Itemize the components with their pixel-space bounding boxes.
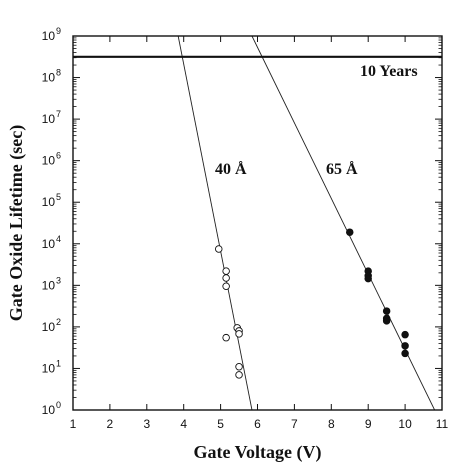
plot-frame — [72, 35, 443, 411]
x-tick-label: 6 — [254, 417, 261, 431]
y-tick-label: 10 — [42, 29, 56, 43]
point-40a — [222, 267, 230, 275]
point-40a — [222, 274, 230, 282]
data-points — [215, 228, 409, 379]
point-40a — [215, 245, 223, 253]
y-tick-exponent: 3 — [56, 275, 61, 285]
y-tick-label: 10 — [42, 403, 56, 417]
point-65a — [401, 349, 409, 358]
y-tick-exponent: 5 — [56, 192, 61, 202]
y-tick-label: 10 — [42, 320, 56, 334]
y-tick-exponent: 0 — [56, 400, 61, 410]
x-tick-label: 2 — [107, 417, 114, 431]
x-tick-label: 4 — [180, 417, 187, 431]
labels: Gate Voltage (V) Gate Oxide Lifetime (se… — [6, 63, 418, 463]
point-65a — [382, 317, 391, 325]
point-40a — [235, 362, 243, 371]
point-65a — [401, 342, 409, 350]
x-tick-label: 10 — [398, 417, 412, 431]
y-tick-exponent: 2 — [56, 317, 61, 327]
y-tick-label: 10 — [42, 154, 56, 168]
x-tick-label: 8 — [328, 417, 335, 431]
y-tick-label: 10 — [42, 237, 56, 251]
y-tick-label: 10 — [42, 278, 56, 292]
y-tick-exponent: 7 — [56, 109, 61, 119]
x-tick-label: 7 — [291, 417, 298, 431]
y-tick-exponent: 8 — [56, 68, 61, 78]
point-40a — [235, 330, 243, 338]
axes — [72, 35, 443, 411]
y-tick-label: 10 — [42, 195, 56, 209]
point-65a — [401, 330, 409, 339]
x-tick-label: 5 — [217, 417, 224, 431]
y-axis-title: Gate Oxide Lifetime (sec) — [6, 125, 27, 321]
x-axis-title: Gate Voltage (V) — [194, 442, 322, 463]
point-65a — [346, 228, 354, 236]
y-tick-exponent: 9 — [56, 26, 61, 36]
point-65a — [382, 307, 391, 315]
point-65a — [364, 274, 372, 283]
series-label-65a: 65 Å — [326, 160, 358, 178]
y-tick-exponent: 1 — [56, 358, 61, 368]
y-tick-exponent: 6 — [56, 151, 61, 161]
x-tick-label: 9 — [365, 417, 372, 431]
fit-line-40a — [177, 36, 253, 410]
y-tick-label: 10 — [42, 112, 56, 126]
point-40a — [235, 371, 243, 379]
series-label-40a: 40 Å — [215, 160, 247, 178]
x-tick-label: 3 — [143, 417, 150, 431]
y-tick-label: 10 — [42, 361, 56, 375]
y-tick-exponent: 4 — [56, 234, 61, 244]
x-tick-label: 1 — [70, 417, 77, 431]
y-tick-label: 10 — [42, 71, 56, 85]
reference-line-label: 10 Years — [360, 63, 418, 80]
fit-lines — [177, 36, 436, 410]
x-tick-label: 11 — [436, 417, 449, 431]
point-40a — [222, 333, 230, 342]
point-40a — [222, 282, 230, 291]
